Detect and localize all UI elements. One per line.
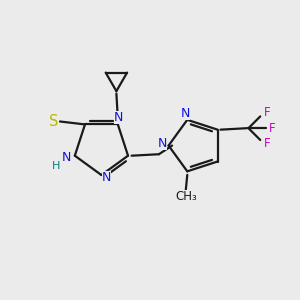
- Text: F: F: [269, 122, 276, 135]
- Text: F: F: [263, 106, 270, 119]
- Text: N: N: [181, 107, 190, 120]
- Text: N: N: [102, 171, 111, 184]
- Text: S: S: [50, 114, 59, 129]
- Text: N: N: [62, 151, 71, 164]
- Text: H: H: [52, 161, 61, 171]
- Text: CH₃: CH₃: [175, 190, 197, 203]
- Text: F: F: [263, 137, 270, 150]
- Text: N: N: [114, 111, 123, 124]
- Text: N: N: [158, 137, 167, 150]
